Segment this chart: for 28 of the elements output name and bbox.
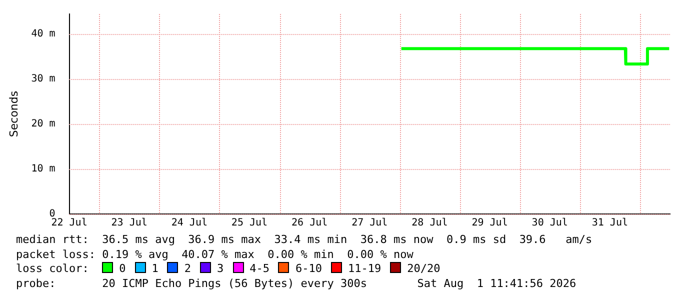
text: probe: 20 ICMP Echo Pings (56 Bytes) every 300s <box>16 276 367 290</box>
x-tick-label: 28 Jul <box>412 218 448 229</box>
y-tick-label: 40 m <box>31 28 56 40</box>
legend-label: 1 <box>150 262 158 275</box>
legend-label: 0 <box>118 262 126 275</box>
legend-label: 6-10 <box>294 262 322 275</box>
x-tick-label: 22 Jul <box>51 218 88 229</box>
legend-label: 4-5 <box>248 262 270 275</box>
legend-label: 11-19 <box>346 262 382 275</box>
legend-label: 20/20 <box>406 262 440 275</box>
y-tick-label: 20 m <box>31 118 56 130</box>
x-tick-label: 30 Jul <box>532 218 568 229</box>
x-tick-label: 27 Jul <box>352 218 388 229</box>
legend-label: 2 <box>183 262 191 275</box>
text: packet loss: 0.19 % avg 40.07 % max 0.00 % min 0.00 % now <box>16 248 414 262</box>
y-tick-label: 30 m <box>31 73 56 84</box>
x-tick-label: 31 Jul <box>592 218 628 229</box>
y-tick-label: 10 m <box>31 164 56 175</box>
y-axis-title: Seconds <box>7 90 20 138</box>
x-tick-label: 23 Jul <box>111 218 148 229</box>
x-tick-label: 24 Jul <box>171 218 208 229</box>
x-tick-label: 25 Jul <box>231 218 268 229</box>
text: median rtt: 36.5 ms avg 36.9 ms max 33.4 ms min 36.8 ms now 0.9 ms sd 39.6 am/s <box>16 233 592 248</box>
text: Sat Aug 1 11:41:56 2026 <box>417 276 576 291</box>
legend-title: loss color: <box>16 262 90 275</box>
x-tick-label: 29 Jul <box>472 218 508 229</box>
legend-label: 3 <box>216 262 224 275</box>
x-tick-label: 26 Jul <box>292 218 328 229</box>
